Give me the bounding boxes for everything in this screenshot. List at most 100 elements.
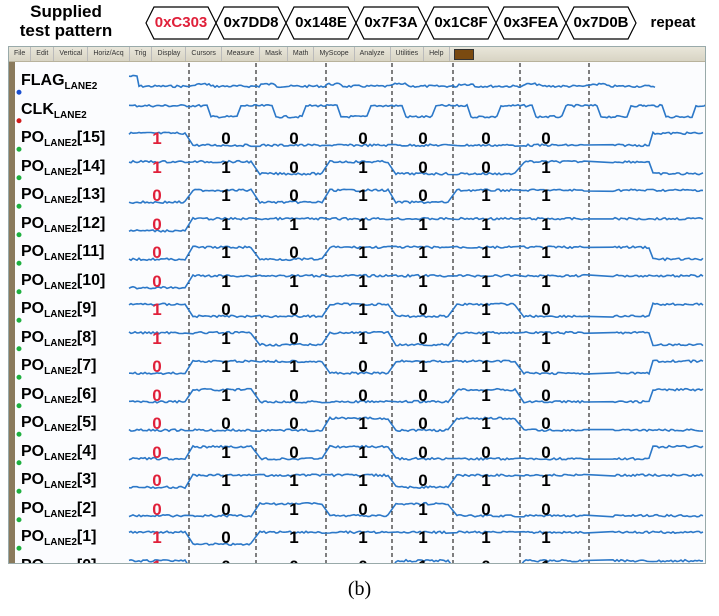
bit-value: 0 [418, 129, 428, 149]
channel-marker [16, 146, 22, 152]
bit-value: 0 [152, 414, 162, 434]
waveform-trace [128, 473, 704, 490]
bit-value: 0 [289, 129, 299, 149]
waveform-trace [128, 558, 704, 563]
channel-marker [16, 289, 22, 295]
bit-value: 0 [541, 414, 551, 434]
signal-label: POLANE2[2] [21, 499, 97, 520]
channel-marker [16, 232, 22, 238]
bit-value: 1 [481, 186, 491, 206]
bit-value: 1 [221, 186, 231, 206]
bit-value: 0 [481, 442, 491, 462]
bit-value: 0 [289, 186, 299, 206]
bit-value: 0 [289, 157, 299, 177]
waveform-trace [129, 359, 704, 376]
bit-value: 0 [481, 129, 491, 149]
bit-value: 1 [221, 157, 231, 177]
channel-marker [16, 260, 22, 266]
bit-value: 0 [152, 214, 162, 234]
menu-item-horiz-acq[interactable]: Horiz/Acq [88, 47, 130, 61]
bit-value: 0 [152, 471, 162, 491]
waveform-trace [128, 501, 704, 518]
channel-marker [16, 317, 22, 323]
bit-value: 1 [418, 214, 428, 234]
bit-value: 0 [541, 442, 551, 462]
bit-value: 1 [289, 357, 299, 377]
bit-value: 0 [418, 385, 428, 405]
bit-value: 0 [358, 129, 368, 149]
bit-value: 1 [358, 328, 368, 348]
header-line-1: Supplied [30, 2, 102, 21]
menu-item-myscope[interactable]: MyScope [314, 47, 355, 61]
pattern-label: 0xC303 [154, 14, 208, 31]
waveform-trace [128, 216, 704, 233]
bit-value: 0 [221, 129, 231, 149]
bit-value: 1 [358, 271, 368, 291]
menu-item-display[interactable]: Display [152, 47, 187, 61]
channel-marker [16, 545, 22, 551]
menu-item-math[interactable]: Math [288, 47, 315, 61]
bit-value: 0 [418, 414, 428, 434]
pattern-label: 0x7D0B [573, 14, 629, 31]
bit-value: 0 [418, 442, 428, 462]
menu-item-help[interactable]: Help [424, 47, 450, 61]
bit-value: 0 [541, 357, 551, 377]
bit-value: 0 [289, 557, 298, 563]
bit-value: 0 [418, 328, 428, 348]
menu-item-edit[interactable]: Edit [31, 47, 55, 61]
signal-label: POLANE2[1] [21, 528, 97, 549]
signal-label: POLANE2[13] [21, 186, 106, 207]
bit-value: 1 [481, 214, 491, 234]
menu-item-vertical[interactable]: Vertical [54, 47, 89, 61]
menu-item-trig[interactable]: Trig [130, 47, 153, 61]
bit-value: 1 [221, 357, 231, 377]
waveform-trace [128, 416, 704, 433]
bit-value: 0 [358, 557, 367, 563]
pattern-label: 0x7DD8 [223, 14, 279, 31]
menu-expand-button[interactable] [453, 48, 474, 60]
waveform-trace [128, 103, 705, 119]
bit-value: 1 [221, 385, 231, 405]
bit-value: 1 [418, 499, 428, 519]
bit-value: 0 [418, 471, 428, 491]
bit-value: 0 [541, 499, 551, 519]
signal-label: POLANE2[10] [21, 271, 106, 292]
bit-value: 1 [481, 328, 491, 348]
bit-value: 1 [418, 243, 428, 263]
bit-value: 1 [152, 328, 162, 348]
signal-label: POLANE2[0] [21, 557, 96, 563]
bit-value: 1 [481, 271, 491, 291]
bit-value: 1 [481, 243, 491, 263]
channel-marker [16, 89, 22, 95]
bit-value: 0 [152, 243, 162, 263]
bit-value: 1 [541, 557, 550, 563]
menu-item-analyze[interactable]: Analyze [355, 47, 391, 61]
signal-label: POLANE2[8] [21, 328, 97, 349]
menu-item-file[interactable]: File [9, 47, 32, 61]
menu-item-measure[interactable]: Measure [222, 47, 261, 61]
signal-label: POLANE2[6] [21, 385, 97, 406]
menu-item-mask[interactable]: Mask [260, 47, 288, 61]
bit-value: 0 [221, 414, 231, 434]
bit-value: 1 [541, 328, 551, 348]
pattern-label: 0x148E [295, 14, 347, 31]
bit-value: 0 [221, 528, 231, 548]
menu-item-cursors[interactable]: Cursors [186, 47, 222, 61]
waveform-trace [128, 187, 704, 205]
signal-label: CLKLANE2 [21, 100, 87, 121]
signal-label: FLAGLANE2 [21, 72, 98, 93]
channel-marker [16, 488, 22, 494]
bit-value: 0 [289, 385, 299, 405]
bit-value: 0 [289, 300, 299, 320]
waveform-trace [128, 273, 704, 290]
bit-value: 1 [221, 471, 231, 491]
test-pattern-bar: 0xC303 0x7DD8 0x148E 0x7F3A 0x1C8F 0x3FEA 0x7D… [128, 6, 718, 40]
menu-item-utilities[interactable]: Utilities [391, 47, 425, 61]
channel-marker [16, 403, 22, 409]
bit-value: 1 [358, 442, 368, 462]
header-line-2: test pattern [19, 21, 113, 40]
bit-value: 0 [541, 129, 551, 149]
bit-value: 1 [221, 328, 231, 348]
waveform-plot [16, 63, 705, 563]
bit-value: 1 [152, 129, 162, 149]
